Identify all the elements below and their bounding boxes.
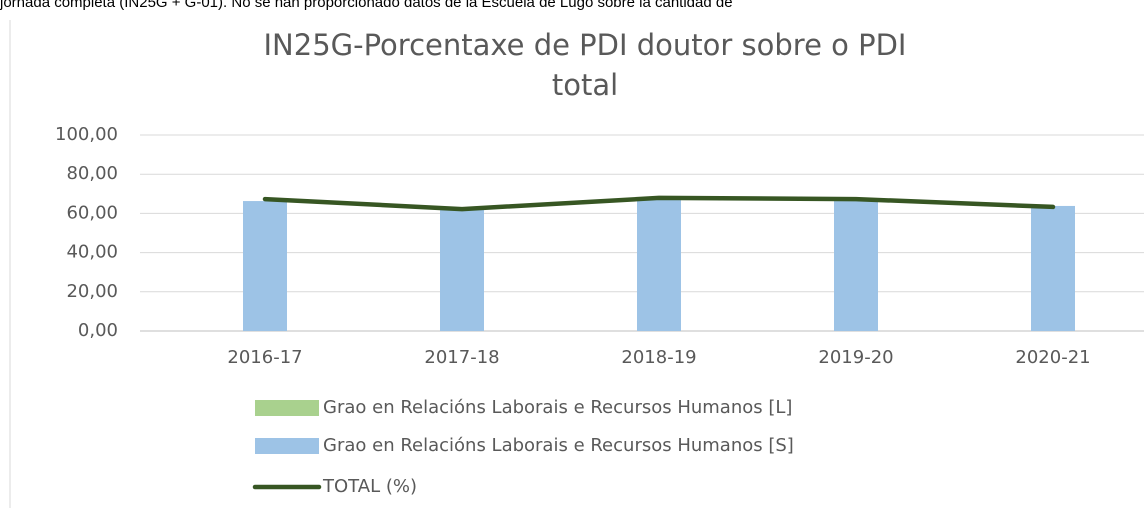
y-tick-label: 60,00	[66, 202, 118, 223]
bar	[637, 197, 681, 331]
x-tick-label: 2017-18	[424, 347, 499, 368]
legend-swatch	[255, 438, 319, 454]
y-tick-label: 40,00	[66, 242, 118, 263]
chart-title: total	[552, 68, 618, 102]
document-text: jornada completa (IN25G + G-01). No se h…	[0, 0, 733, 11]
y-tick-label: 0,00	[78, 320, 118, 341]
legend-label: Grao en Relacións Laborais e Recursos Hu…	[323, 397, 792, 418]
x-tick-label: 2020-21	[1015, 347, 1090, 368]
bar	[1031, 205, 1075, 331]
bar	[243, 201, 287, 331]
chart-title: IN25G-Porcentaxe de PDI doutor sobre o P…	[264, 28, 907, 62]
bar	[440, 209, 484, 331]
y-tick-label: 100,00	[55, 124, 118, 145]
line	[262, 195, 1056, 212]
legend-label: TOTAL (%)	[322, 476, 417, 497]
x-tick-label: 2016-17	[227, 347, 302, 368]
x-tick-label: 2018-19	[621, 347, 696, 368]
y-tick-label: 20,00	[66, 281, 118, 302]
bar	[834, 201, 878, 331]
legend-swatch	[255, 400, 319, 416]
x-tick-label: 2019-20	[818, 347, 893, 368]
legend-label: Grao en Relacións Laborais e Recursos Hu…	[323, 435, 794, 456]
y-tick-label: 80,00	[66, 163, 118, 184]
